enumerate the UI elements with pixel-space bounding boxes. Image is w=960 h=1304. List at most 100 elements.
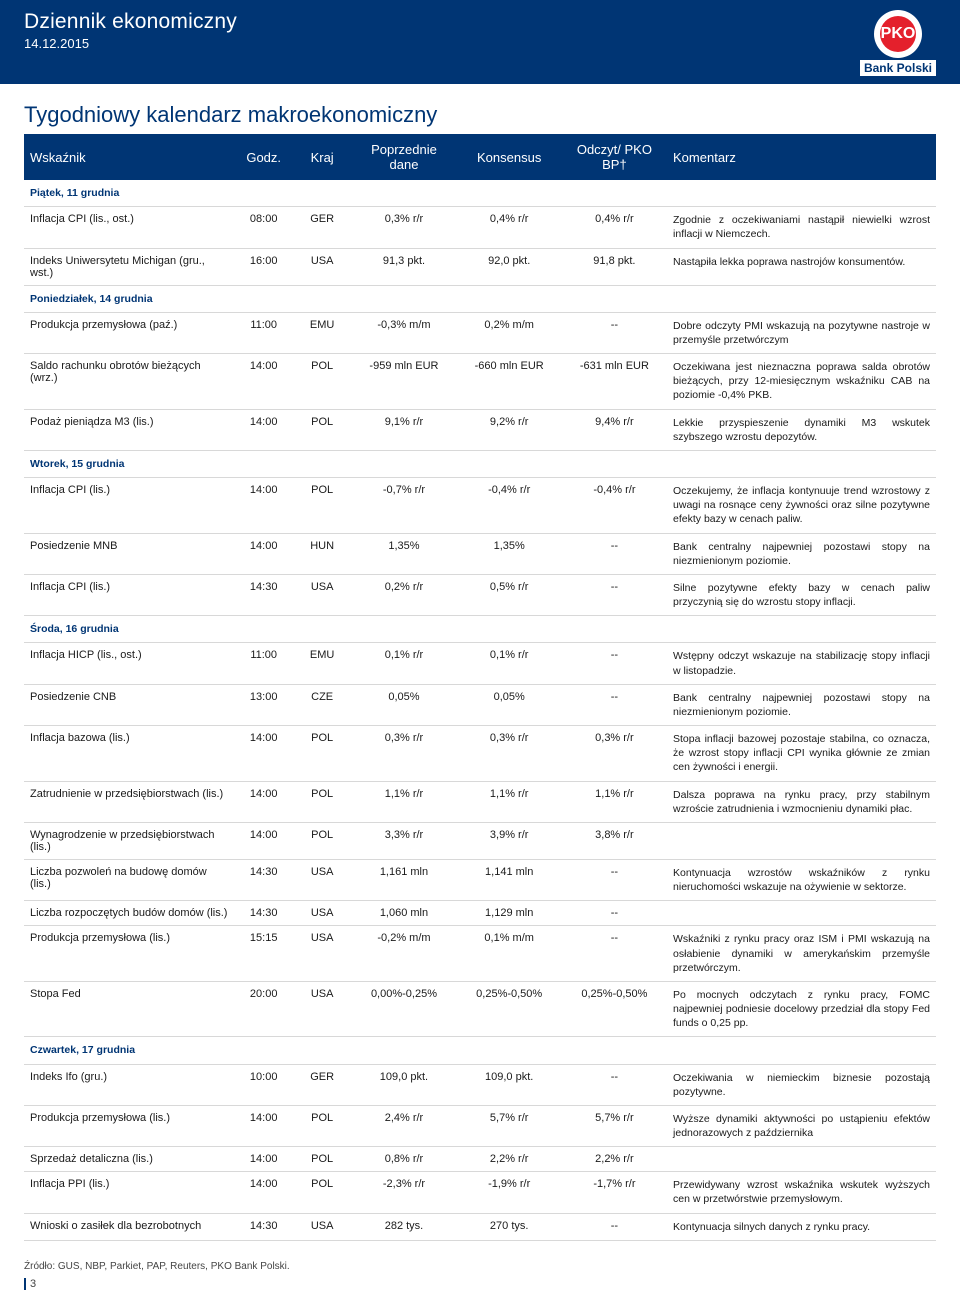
reading-cell: -- <box>562 926 667 982</box>
table-row: Inflacja CPI (lis.)14:30USA0,2% r/r0,5% … <box>24 574 936 615</box>
comment-cell: Dalsza poprawa na rynku pracy, przy stab… <box>667 781 936 822</box>
country-cell: USA <box>293 926 351 982</box>
comment-cell: Kontynuacja wzrostów wskaźników z rynku … <box>667 859 936 900</box>
country-cell: CZE <box>293 684 351 725</box>
day-label: Piątek, 11 grudnia <box>24 180 936 207</box>
table-row: Inflacja CPI (lis.)14:00POL-0,7% r/r-0,4… <box>24 478 936 534</box>
table-row: Produkcja przemysłowa (paź.)11:00EMU-0,3… <box>24 312 936 353</box>
previous-cell: 0,8% r/r <box>351 1147 456 1172</box>
comment-cell: Oczekujemy, że inflacja kontynuuje trend… <box>667 478 936 534</box>
consensus-cell: 0,25%-0,50% <box>457 981 562 1037</box>
reading-cell: 91,8 pkt. <box>562 248 667 285</box>
time-cell: 14:00 <box>234 1147 292 1172</box>
country-cell: POL <box>293 354 351 410</box>
time-cell: 14:00 <box>234 726 292 782</box>
country-cell: USA <box>293 1213 351 1240</box>
reading-cell: 9,4% r/r <box>562 409 667 450</box>
previous-cell: -0,2% m/m <box>351 926 456 982</box>
table-row: Saldo rachunku obrotów bieżących (wrz.)1… <box>24 354 936 410</box>
source-note: Źródło: GUS, NBP, Parkiet, PAP, Reuters,… <box>0 1261 960 1272</box>
time-cell: 14:00 <box>234 478 292 534</box>
consensus-cell: -1,9% r/r <box>457 1172 562 1213</box>
content-area: Tygodniowy kalendarz makroekonomiczny Ws… <box>0 84 960 1251</box>
country-cell: POL <box>293 1147 351 1172</box>
comment-cell <box>667 1147 936 1172</box>
consensus-cell: 1,129 mln <box>457 901 562 926</box>
indicator-cell: Produkcja przemysłowa (paź.) <box>24 312 234 353</box>
indicator-cell: Inflacja CPI (lis.) <box>24 574 234 615</box>
country-cell: EMU <box>293 312 351 353</box>
time-cell: 13:00 <box>234 684 292 725</box>
comment-cell: Oczekiwana jest nieznaczna poprawa salda… <box>667 354 936 410</box>
indicator-cell: Podaż pieniądza M3 (lis.) <box>24 409 234 450</box>
time-cell: 14:30 <box>234 901 292 926</box>
table-row: Produkcja przemysłowa (lis.)15:15USA-0,2… <box>24 926 936 982</box>
time-cell: 14:00 <box>234 409 292 450</box>
reading-cell: -- <box>562 312 667 353</box>
table-row: Liczba rozpoczętych budów domów (lis.)14… <box>24 901 936 926</box>
country-cell: POL <box>293 726 351 782</box>
time-cell: 20:00 <box>234 981 292 1037</box>
comment-cell <box>667 822 936 859</box>
indicator-cell: Produkcja przemysłowa (lis.) <box>24 926 234 982</box>
table-row: Stopa Fed20:00USA0,00%-0,25%0,25%-0,50%0… <box>24 981 936 1037</box>
country-cell: GER <box>293 1064 351 1105</box>
country-cell: USA <box>293 901 351 926</box>
reading-cell: 5,7% r/r <box>562 1105 667 1146</box>
table-row: Produkcja przemysłowa (lis.)14:00POL2,4%… <box>24 1105 936 1146</box>
previous-cell: 1,1% r/r <box>351 781 456 822</box>
table-row: Zatrudnienie w przedsiębiorstwach (lis.)… <box>24 781 936 822</box>
previous-cell: 0,3% r/r <box>351 726 456 782</box>
country-cell: EMU <box>293 643 351 684</box>
table-row: Posiedzenie CNB13:00CZE0,05%0,05%--Bank … <box>24 684 936 725</box>
time-cell: 14:00 <box>234 1172 292 1213</box>
comment-cell: Nastąpiła lekka poprawa nastrojów konsum… <box>667 248 936 285</box>
time-cell: 14:00 <box>234 1105 292 1146</box>
consensus-cell: 0,05% <box>457 684 562 725</box>
time-cell: 15:15 <box>234 926 292 982</box>
logo-circle-icon: PKO <box>874 10 922 58</box>
table-row: Wnioski o zasiłek dla bezrobotnych14:30U… <box>24 1213 936 1240</box>
col-indicator: Wskaźnik <box>24 134 234 180</box>
day-header-row: Środa, 16 grudnia <box>24 616 936 643</box>
consensus-cell: 1,35% <box>457 533 562 574</box>
indicator-cell: Posiedzenie CNB <box>24 684 234 725</box>
table-row: Inflacja HICP (lis., ost.)11:00EMU0,1% r… <box>24 643 936 684</box>
previous-cell: 2,4% r/r <box>351 1105 456 1146</box>
previous-cell: 1,35% <box>351 533 456 574</box>
logo-inner-icon: PKO <box>880 16 916 52</box>
table-row: Posiedzenie MNB14:00HUN1,35%1,35%--Bank … <box>24 533 936 574</box>
time-cell: 10:00 <box>234 1064 292 1105</box>
table-row: Inflacja bazowa (lis.)14:00POL0,3% r/r0,… <box>24 726 936 782</box>
header-left: Dziennik ekonomiczny 14.12.2015 <box>24 10 237 51</box>
col-consensus: Konsensus <box>457 134 562 180</box>
indicator-cell: Saldo rachunku obrotów bieżących (wrz.) <box>24 354 234 410</box>
consensus-cell: -660 mln EUR <box>457 354 562 410</box>
country-cell: USA <box>293 859 351 900</box>
comment-cell: Dobre odczyty PMI wskazują na pozytywne … <box>667 312 936 353</box>
comment-cell: Oczekiwania w niemieckim biznesie pozost… <box>667 1064 936 1105</box>
time-cell: 14:30 <box>234 574 292 615</box>
time-cell: 14:00 <box>234 354 292 410</box>
table-row: Indeks Ifo (gru.)10:00GER109,0 pkt.109,0… <box>24 1064 936 1105</box>
col-comment: Komentarz <box>667 134 936 180</box>
table-row: Podaż pieniądza M3 (lis.)14:00POL9,1% r/… <box>24 409 936 450</box>
comment-cell: Wstępny odczyt wskazuje na stabilizację … <box>667 643 936 684</box>
reading-cell: 0,3% r/r <box>562 726 667 782</box>
day-header-row: Piątek, 11 grudnia <box>24 180 936 207</box>
time-cell: 14:00 <box>234 781 292 822</box>
comment-cell: Przewidywany wzrost wskaźnika wskutek wy… <box>667 1172 936 1213</box>
previous-cell: 0,2% r/r <box>351 574 456 615</box>
country-cell: GER <box>293 207 351 248</box>
table-row: Indeks Uniwersytetu Michigan (gru., wst.… <box>24 248 936 285</box>
consensus-cell: 0,1% m/m <box>457 926 562 982</box>
previous-cell: 0,00%-0,25% <box>351 981 456 1037</box>
doc-title: Dziennik ekonomiczny <box>24 10 237 34</box>
previous-cell: -0,3% m/m <box>351 312 456 353</box>
comment-cell: Stopa inflacji bazowej pozostaje stabiln… <box>667 726 936 782</box>
consensus-cell: 9,2% r/r <box>457 409 562 450</box>
comment-cell <box>667 901 936 926</box>
document-header: Dziennik ekonomiczny 14.12.2015 PKO Bank… <box>0 0 960 84</box>
reading-cell: -- <box>562 859 667 900</box>
reading-cell: 0,4% r/r <box>562 207 667 248</box>
